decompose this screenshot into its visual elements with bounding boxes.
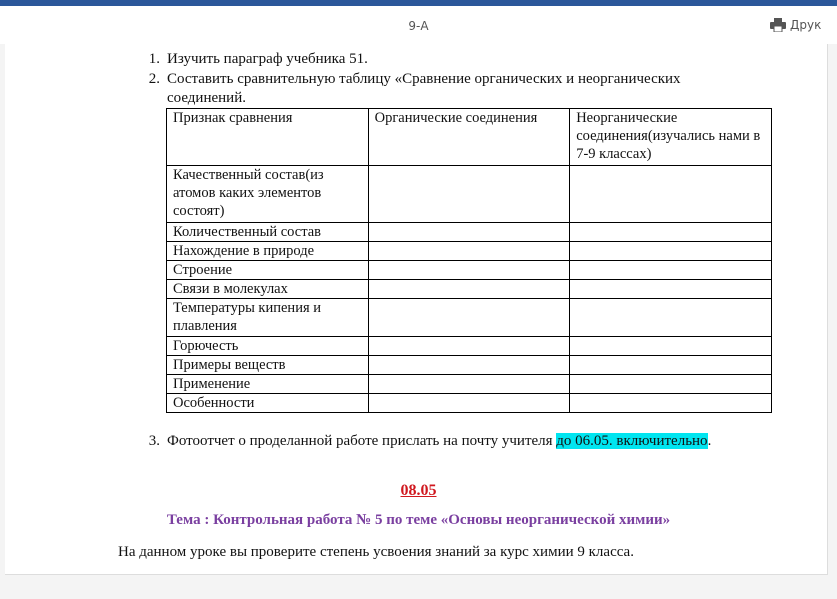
lesson-date: 08.05: [400, 482, 437, 499]
table-row: Температуры кипения и плавления: [166, 298, 772, 337]
table-cell-empty: [569, 222, 772, 242]
table-cell-empty: [569, 355, 772, 375]
table-cell-empty: [367, 355, 571, 375]
list-number: 2.: [148, 71, 160, 87]
table-row: Особенности: [166, 393, 772, 413]
table-header-cell: Органические соединения: [367, 108, 571, 166]
table-cell-empty: [367, 222, 571, 242]
table-cell-empty: [569, 393, 772, 413]
table-cell-empty: [367, 298, 571, 337]
lesson-topic: Тема : Контрольная работа № 5 по теме «О…: [166, 512, 671, 528]
table-row: Качественный состав(из атомов каких элем…: [166, 165, 772, 223]
table-row-label: Нахождение в природе: [166, 241, 369, 261]
table-row: Связи в молекулах: [166, 279, 772, 299]
list-item: Фотоотчет о проделанной работе прислать …: [167, 432, 711, 451]
table-row: Нахождение в природе: [166, 241, 772, 261]
table-cell-empty: [569, 336, 772, 356]
print-label: Друк: [790, 18, 822, 32]
list-text: Фотоотчет о проделанной работе прислать …: [167, 433, 557, 449]
list-tail: .: [707, 433, 712, 449]
printer-icon: [770, 18, 786, 32]
table-row: Примеры веществ: [166, 355, 772, 375]
table-row-label: Горючесть: [166, 336, 369, 356]
table-cell-empty: [569, 165, 772, 223]
table-cell-empty: [367, 336, 571, 356]
top-bar: [0, 0, 837, 6]
table-cell-empty: [367, 393, 571, 413]
list-item-continued: соединений.: [167, 90, 246, 106]
table-row: Строение: [166, 260, 772, 280]
table-cell-empty: [569, 298, 772, 337]
table-header-cell: Признак сравнения: [166, 108, 369, 166]
table-cell-empty: [367, 241, 571, 261]
table-cell-empty: [569, 279, 772, 299]
table-cell-empty: [367, 374, 571, 394]
table-cell-empty: [367, 279, 571, 299]
table-cell-empty: [569, 241, 772, 261]
table-header-cell: Неорганические соединения(изучались нами…: [569, 108, 772, 166]
table-row-label: Связи в молекулах: [166, 279, 369, 299]
table-row-label: Строение: [166, 260, 369, 280]
table-cell-empty: [569, 374, 772, 394]
comparison-table: Признак сравнения Органические соединения…: [166, 108, 772, 413]
table-row-label: Особенности: [166, 393, 369, 413]
print-button[interactable]: Друк: [770, 18, 821, 32]
table-header-row: Признак сравнения Органические соединения…: [166, 108, 772, 166]
table-row: Количественный состав: [166, 222, 772, 242]
table-row: Применение: [166, 374, 772, 394]
table-row-label: Примеры веществ: [166, 355, 369, 375]
list-item: Составить сравнительную таблицу «Сравнен…: [167, 71, 681, 87]
header: 9-А Друк: [0, 6, 837, 44]
table-row-label: Качественный состав(из атомов каких элем…: [166, 165, 369, 223]
table-row-label: Количественный состав: [166, 222, 369, 242]
table-row-label: Применение: [166, 374, 369, 394]
highlighted-deadline: до 06.05. включительно: [556, 433, 708, 449]
intro-text: На данном уроке вы проверите степень усв…: [118, 544, 634, 560]
table-row-label: Температуры кипения и плавления: [166, 298, 369, 337]
document-title: 9-А: [408, 19, 429, 33]
table-cell-empty: [569, 260, 772, 280]
table-cell-empty: [367, 260, 571, 280]
list-number: 3.: [148, 433, 160, 449]
table-row: Горючесть: [166, 336, 772, 356]
list-item: Изучить параграф учебника 51.: [167, 51, 368, 67]
list-number: 1.: [148, 51, 160, 67]
table-cell-empty: [367, 165, 571, 223]
